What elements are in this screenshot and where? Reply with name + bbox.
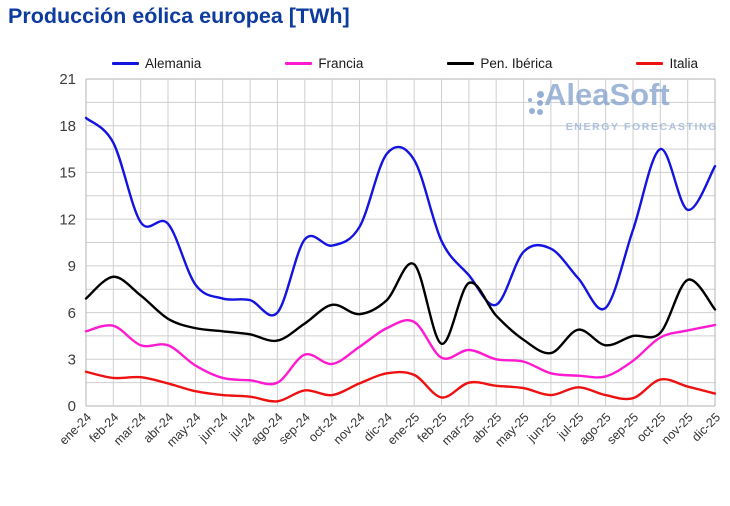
legend-label-francia: Francia bbox=[318, 55, 364, 71]
francia-line-swatch bbox=[285, 61, 313, 65]
italia-line-swatch bbox=[636, 61, 664, 65]
logo-dot bbox=[537, 109, 543, 115]
y-tick-label: 3 bbox=[68, 352, 76, 369]
month-label: nov-25 bbox=[659, 410, 696, 447]
month-label: nov-24 bbox=[331, 410, 368, 447]
month-label: sep-24 bbox=[276, 410, 313, 447]
month-label: jun-25 bbox=[524, 410, 559, 445]
y-tick-label: 12 bbox=[59, 211, 76, 228]
logo-dot bbox=[537, 100, 543, 106]
y-tick-label: 0 bbox=[68, 398, 76, 415]
aleasoft-logo-dots-icon bbox=[528, 88, 544, 118]
legend-label-italia: Italia bbox=[669, 55, 698, 71]
legend-item-francia: Francia bbox=[285, 56, 363, 71]
series-line-francia bbox=[84, 319, 717, 386]
y-tick-label: 21 bbox=[59, 71, 76, 88]
aleasoft-brand-text: AleaSoft bbox=[544, 77, 670, 112]
month-label: sep-25 bbox=[604, 410, 641, 447]
legend-label-alemania: Alemania bbox=[145, 55, 202, 71]
logo-dot bbox=[528, 98, 532, 102]
alemania-line-swatch bbox=[112, 61, 139, 65]
y-tick-label: 6 bbox=[68, 305, 76, 322]
pen-iberica-line-swatch bbox=[447, 61, 475, 65]
y-tick-label: 18 bbox=[59, 118, 76, 135]
legend-item-alemania: Alemania bbox=[112, 56, 201, 71]
chart-legend: Alemania Francia Pen. Ibérica Italia bbox=[112, 53, 698, 73]
aleasoft-logo: AleaSoft ENERGY FORECASTING bbox=[528, 77, 718, 133]
chart-title: Producción eólica europea [TWh] bbox=[8, 4, 350, 28]
series-line-pen-ib-rica bbox=[84, 262, 717, 355]
logo-dot bbox=[537, 91, 544, 98]
aleasoft-tagline-text: ENERGY FORECASTING bbox=[565, 121, 718, 133]
month-label: ene-24 bbox=[57, 410, 94, 447]
logo-dot bbox=[529, 108, 535, 114]
y-tick-label: 15 bbox=[59, 165, 76, 182]
month-label: jun-24 bbox=[196, 410, 231, 445]
series-line-italia bbox=[84, 370, 717, 403]
legend-item-italia: Italia bbox=[636, 56, 698, 71]
legend-item-pen-iberica: Pen. Ibérica bbox=[447, 56, 552, 71]
legend-label-pen-iberica: Pen. Ibérica bbox=[480, 55, 553, 71]
y-tick-label: 9 bbox=[68, 258, 76, 275]
month-label: dic-25 bbox=[689, 410, 723, 444]
series-line-alemania bbox=[84, 116, 717, 317]
